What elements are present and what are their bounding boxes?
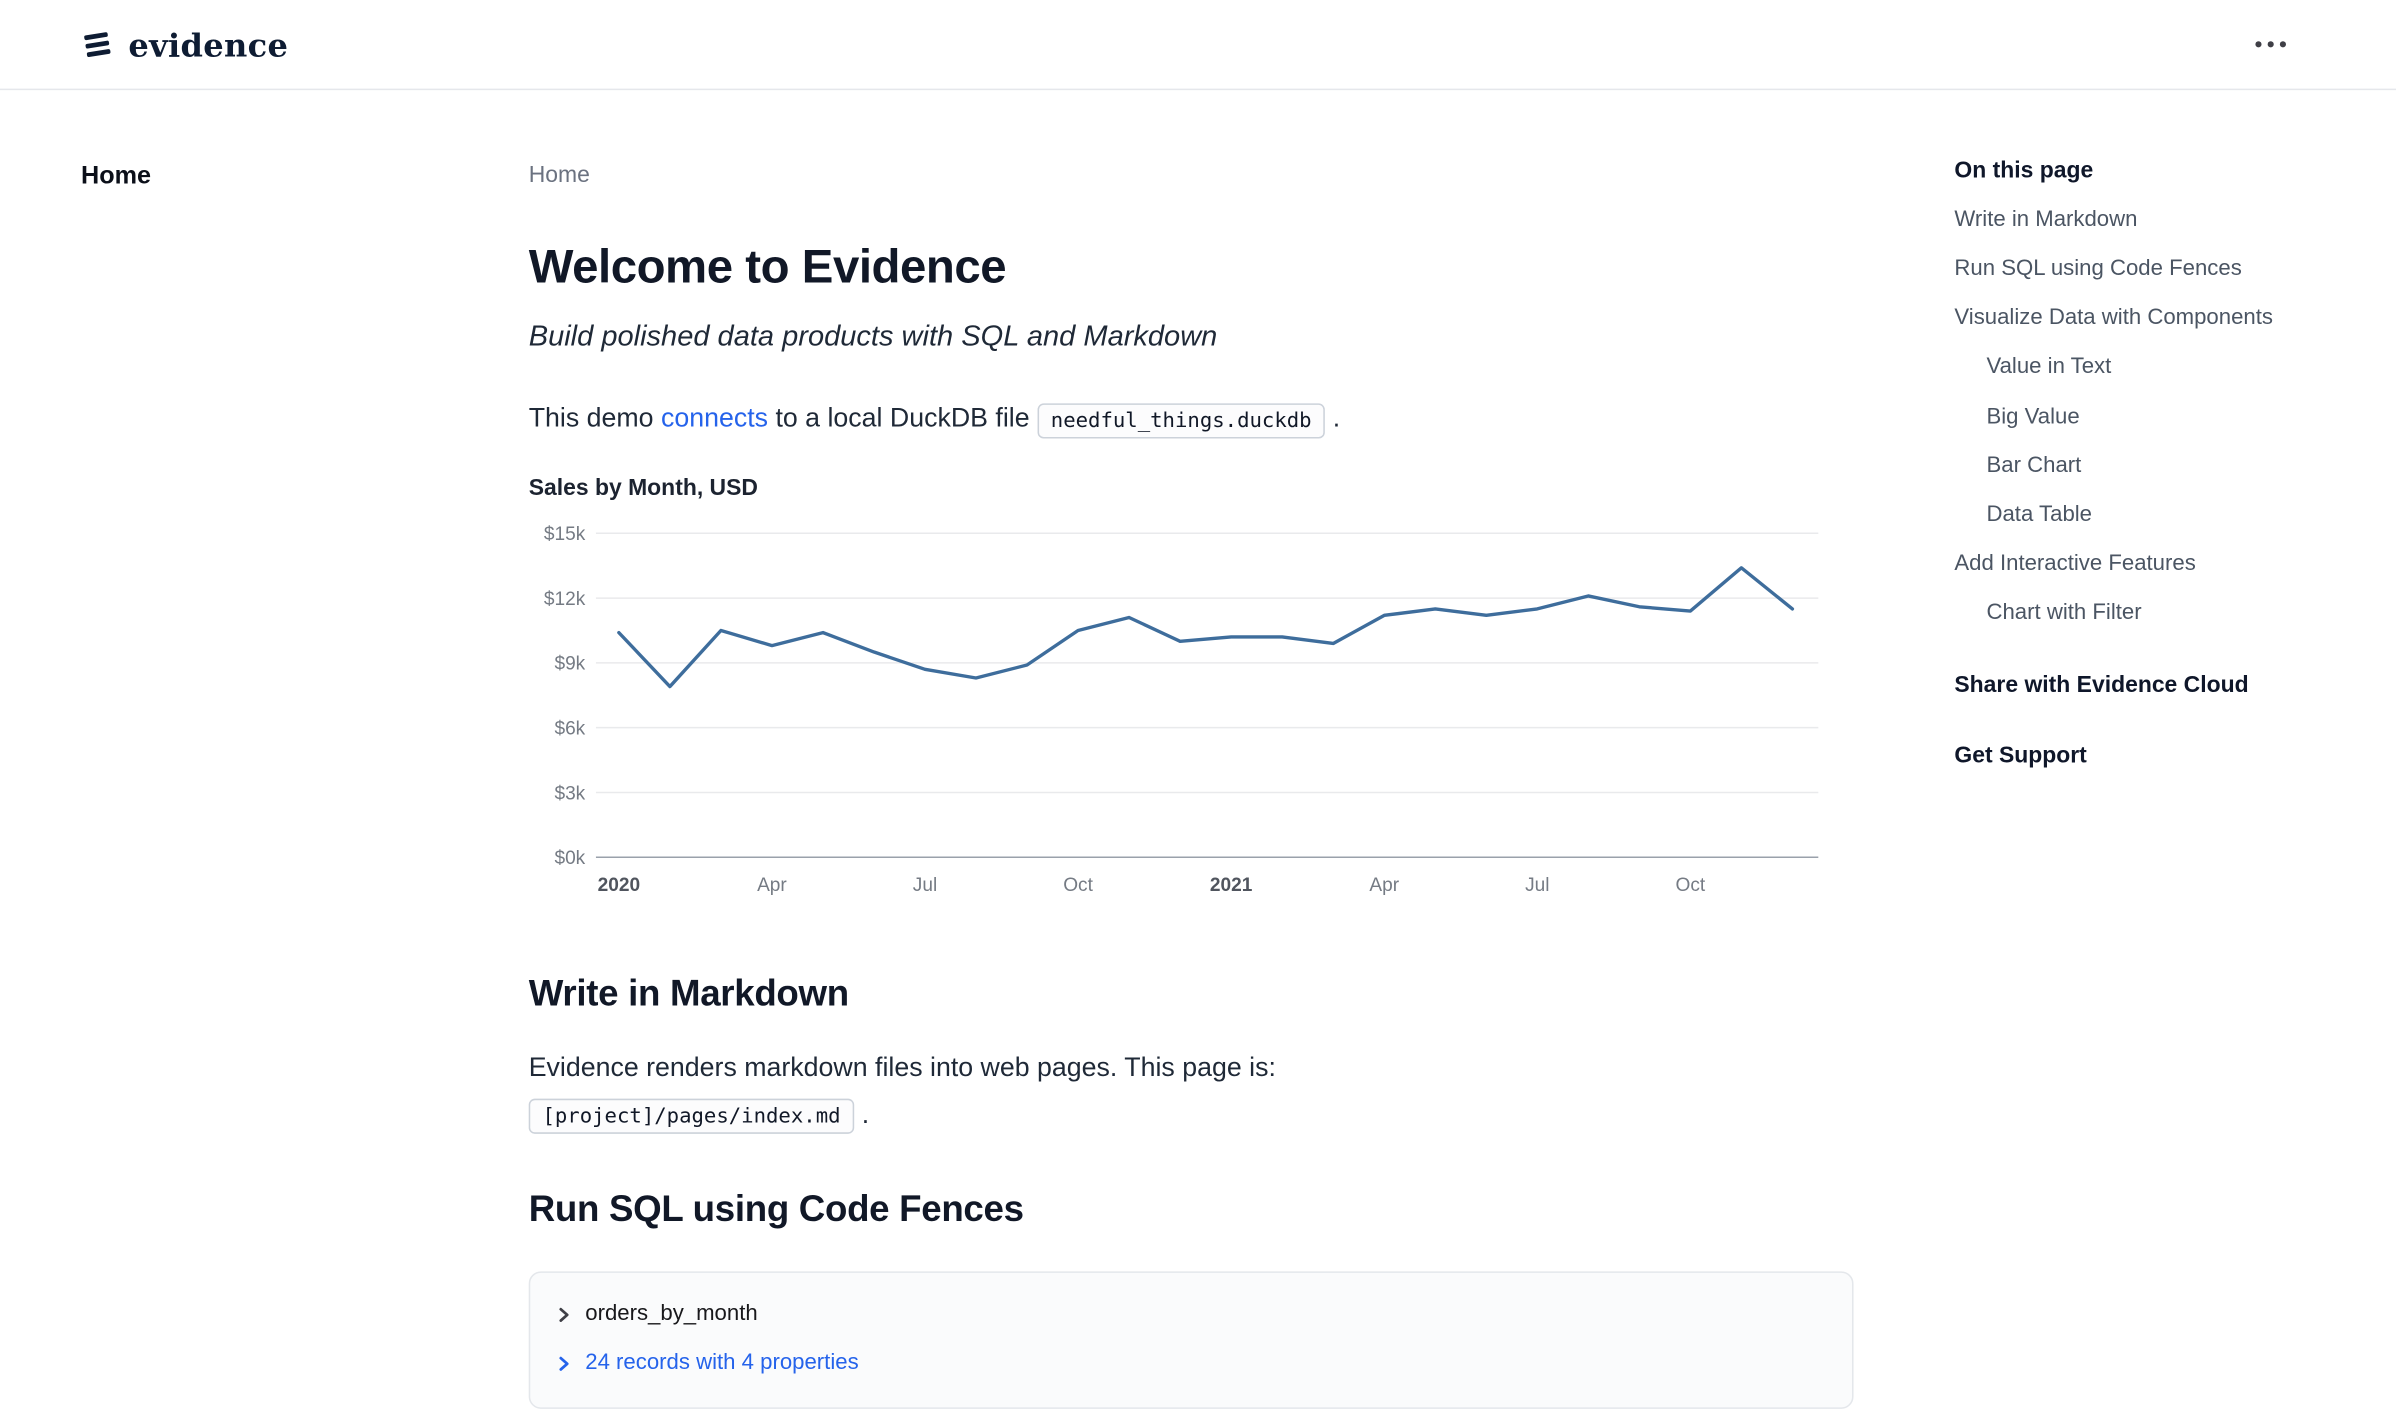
evidence-logo[interactable]: evidence [81, 25, 288, 63]
svg-text:2021: 2021 [1210, 875, 1253, 896]
svg-text:Apr: Apr [1369, 875, 1399, 896]
svg-text:Jul: Jul [913, 875, 937, 896]
svg-text:2020: 2020 [598, 875, 640, 896]
page-body: Home Home Welcome to Evidence Build poli… [0, 90, 2396, 1409]
toc-item-run-sql[interactable]: Run SQL using Code Fences [1954, 256, 2242, 282]
sales-by-month-line-chart: $0k $3k $6k $9k $12k $15k 2020 Apr Jul Oct 2021 Apr… [544, 524, 1819, 896]
svg-text:Apr: Apr [757, 875, 787, 896]
top-header: evidence [0, 0, 2396, 91]
svg-text:$12k: $12k [544, 589, 586, 610]
toc-item-bar-chart[interactable]: Bar Chart [1986, 453, 2082, 478]
toc-title: On this page [1954, 157, 2094, 184]
query-name: orders_by_month [585, 1302, 758, 1327]
toc-item-write-in-markdown[interactable]: Write in Markdown [1954, 207, 2138, 233]
section-heading-run-sql: Run SQL using Code Fences [528, 1189, 1024, 1231]
markdown-paragraph-text: Evidence renders markdown files into web… [528, 1051, 1276, 1083]
evidence-logo-icon [84, 31, 111, 57]
intro-text-mid: to a local DuckDB file [768, 401, 1038, 433]
toc-link-get-support[interactable]: Get Support [1954, 742, 2087, 769]
svg-text:Oct: Oct [1676, 875, 1706, 896]
intro-text-end: . [1325, 401, 1341, 433]
svg-text:$6k: $6k [554, 719, 585, 740]
sales-chart-section: Sales by Month, USD $0k $3k $6k $9k $12k $15k… [529, 475, 1819, 900]
toc-link-share-evidence-cloud[interactable]: Share with Evidence Cloud [1954, 672, 2249, 699]
svg-text:Jul: Jul [1525, 875, 1549, 896]
toc-item-interactive-features[interactable]: Add Interactive Features [1954, 551, 2196, 576]
svg-text:$0k: $0k [554, 848, 585, 869]
query-panel: orders_by_month 24 records with 4 proper… [528, 1271, 1854, 1409]
intro-text-start: This demo [528, 401, 661, 433]
connects-link[interactable]: connects [660, 401, 769, 433]
markdown-paragraph: Evidence renders markdown files into web… [528, 1044, 1854, 1138]
evidence-logo-text: evidence [128, 25, 289, 64]
svg-text:Oct: Oct [1063, 875, 1093, 896]
main-content: Home Welcome to Evidence Build polished … [528, 90, 1854, 1409]
chevron-right-icon [559, 1356, 569, 1371]
chart-title: Sales by Month, USD [528, 475, 758, 502]
ellipsis-dot-icon [2279, 40, 2286, 48]
svg-text:$15k: $15k [544, 524, 586, 545]
overflow-menu-button[interactable] [2245, 32, 2295, 57]
records-link[interactable]: 24 records with 4 properties [585, 1351, 859, 1376]
section-heading-write-in-markdown: Write in Markdown [528, 973, 849, 1015]
query-toggle[interactable]: orders_by_month [556, 1296, 1826, 1333]
toc-item-chart-with-filter[interactable]: Chart with Filter [1986, 600, 2142, 625]
chevron-right-icon [559, 1307, 569, 1322]
markdown-paragraph-end: . [854, 1098, 870, 1129]
svg-text:$9k: $9k [554, 654, 585, 675]
ellipsis-dot-icon [2266, 40, 2274, 48]
toc-item-big-value[interactable]: Big Value [1986, 404, 2080, 429]
page-subtitle: Build polished data products with SQL an… [528, 320, 1218, 353]
on-this-page-panel: On this page Write in Markdown Run SQL u… [1954, 90, 2299, 769]
intro-paragraph: This demo connects to a local DuckDB fil… [529, 397, 1854, 438]
toc-item-value-in-text[interactable]: Value in Text [1986, 355, 2112, 380]
ellipsis-dot-icon [2254, 40, 2262, 48]
index-md-code: [project]/pages/index.md [528, 1099, 855, 1135]
toc-item-data-table[interactable]: Data Table [1986, 502, 2093, 527]
query-results-toggle[interactable]: 24 records with 4 properties [556, 1345, 1826, 1382]
breadcrumb[interactable]: Home [528, 161, 590, 188]
svg-text:$3k: $3k [554, 784, 585, 805]
sidebar: Home [0, 90, 529, 191]
sidebar-item-home[interactable]: Home [80, 161, 152, 190]
duckdb-file-code: needful_things.duckdb [1037, 402, 1326, 438]
toc-item-visualize-data[interactable]: Visualize Data with Components [1954, 305, 2273, 331]
page-title: Welcome to Evidence [528, 239, 1007, 294]
